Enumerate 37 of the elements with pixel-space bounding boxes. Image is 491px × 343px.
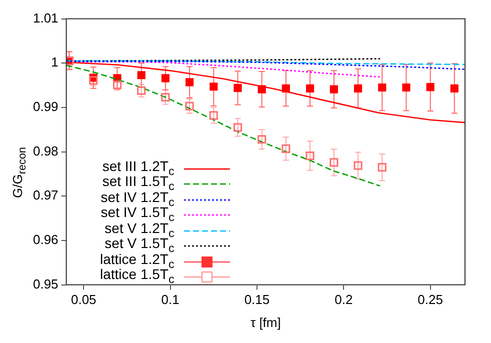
point bbox=[330, 158, 338, 167]
point bbox=[186, 78, 194, 86]
point bbox=[426, 83, 434, 92]
y-tick-label: 0.99 bbox=[32, 99, 58, 114]
point bbox=[185, 102, 194, 110]
legend-label: set III 1.2T$_{c}$ bbox=[102, 158, 174, 178]
y-tick-label: 1 bbox=[51, 54, 58, 70]
y-tick-label: 0.95 bbox=[32, 276, 58, 292]
point bbox=[306, 84, 314, 92]
x-tick-label: 0.25 bbox=[418, 292, 443, 308]
point bbox=[161, 74, 170, 82]
point bbox=[137, 86, 146, 95]
point bbox=[209, 111, 218, 120]
y-tick-label: 0.98 bbox=[32, 143, 58, 158]
x-tick-label: 0.1 bbox=[161, 292, 180, 308]
point bbox=[137, 71, 146, 80]
point bbox=[354, 161, 362, 170]
x-tick-label: 0.2 bbox=[334, 292, 353, 308]
point bbox=[354, 84, 362, 92]
x-tick-label: 0.15 bbox=[244, 292, 270, 308]
point bbox=[234, 84, 242, 92]
y-tick-label: 1.01 bbox=[32, 10, 58, 26]
point bbox=[258, 135, 266, 144]
point bbox=[306, 152, 314, 160]
point bbox=[210, 82, 218, 91]
y-tick-label: 0.96 bbox=[32, 232, 58, 248]
point bbox=[233, 123, 242, 132]
point bbox=[378, 83, 386, 92]
point bbox=[450, 84, 458, 92]
point bbox=[378, 163, 386, 172]
x-tick-label: 0.05 bbox=[70, 292, 96, 308]
y-tick-label: 0.97 bbox=[32, 188, 58, 203]
point bbox=[330, 85, 338, 94]
x-axis-title: τ [fm] bbox=[250, 314, 281, 330]
point bbox=[402, 83, 410, 92]
point bbox=[282, 144, 290, 153]
point bbox=[161, 92, 170, 102]
